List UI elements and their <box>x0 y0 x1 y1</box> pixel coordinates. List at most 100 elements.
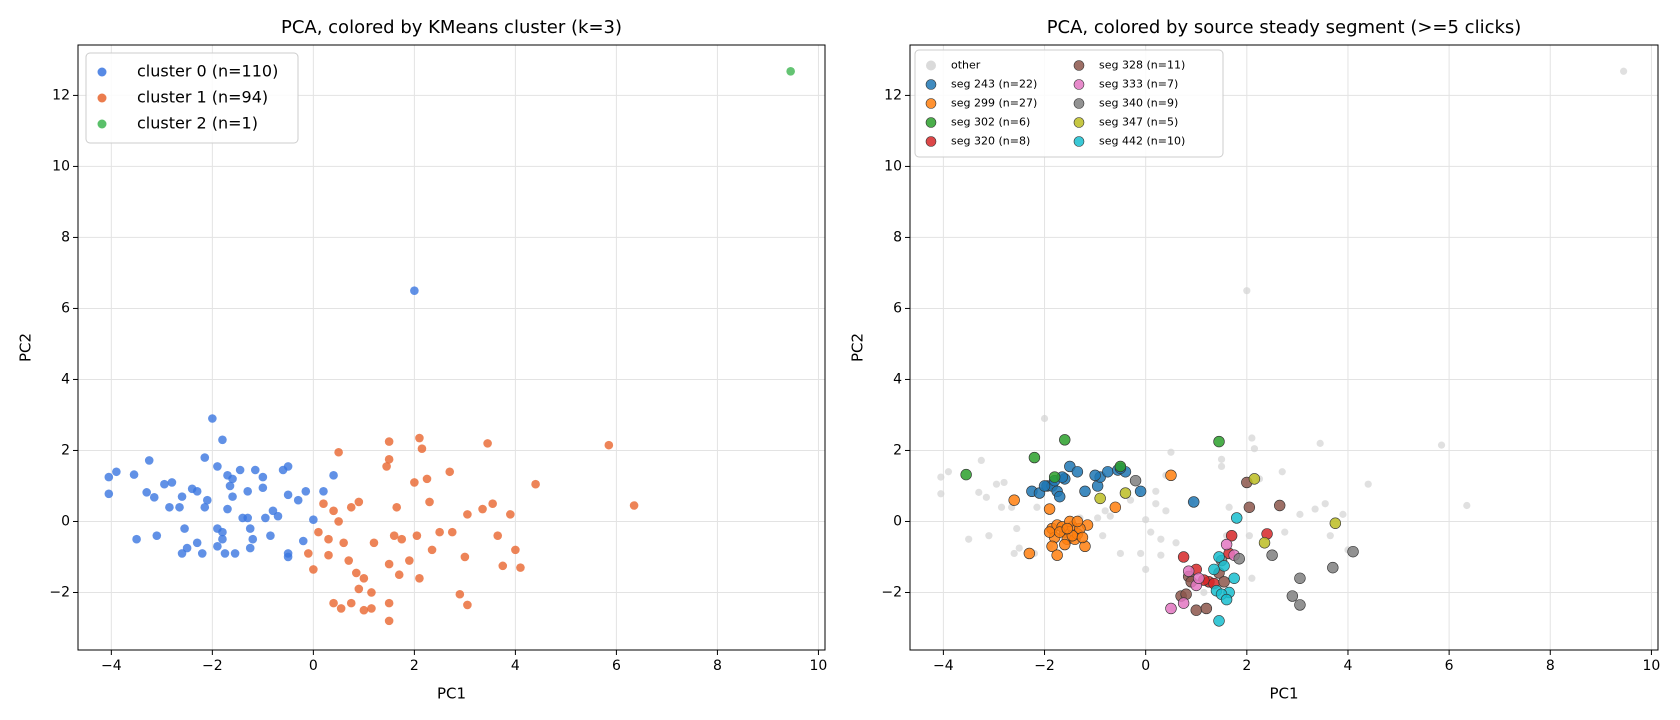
point <box>1071 466 1084 478</box>
point <box>142 488 151 497</box>
legend-marker <box>925 136 937 147</box>
point <box>1220 593 1233 606</box>
y-axis-label: PC2 <box>17 333 35 362</box>
point <box>192 538 202 548</box>
point <box>1114 460 1127 473</box>
point <box>1248 473 1261 485</box>
point <box>1274 499 1286 512</box>
point <box>445 467 455 477</box>
point <box>410 478 419 487</box>
point <box>1245 532 1253 540</box>
point <box>937 490 945 498</box>
point <box>397 534 407 544</box>
point <box>1193 572 1205 584</box>
y-tick-label: 10 <box>884 158 902 174</box>
point <box>283 462 293 471</box>
point <box>1258 537 1271 549</box>
point <box>1094 514 1102 522</box>
x-tick-label: −4 <box>933 658 954 674</box>
y-tick-label: 12 <box>52 87 70 103</box>
point <box>293 495 303 505</box>
point <box>1038 480 1051 492</box>
point <box>1347 545 1359 558</box>
point <box>129 470 139 479</box>
point <box>359 605 369 615</box>
point <box>243 486 253 496</box>
point <box>1364 480 1372 488</box>
point <box>1182 565 1195 577</box>
point <box>1217 455 1226 463</box>
y-tick-label: 8 <box>61 229 70 245</box>
panel: −4 −2 0 2 4 6 8 10 −2 0 2 4 6 8 10 12 PCA, colored by so… <box>849 17 1661 703</box>
point <box>268 506 278 516</box>
point <box>384 598 394 608</box>
point <box>1327 561 1339 574</box>
x-tick-label: 2 <box>1242 658 1251 674</box>
point <box>324 534 333 544</box>
point <box>283 490 293 500</box>
legend-label: seg 243 (n=22) <box>951 78 1037 91</box>
point <box>1076 531 1089 544</box>
x-axis-label: PC1 <box>437 685 466 703</box>
point <box>1008 494 1020 506</box>
point <box>1061 522 1073 535</box>
legend-label: seg 328 (n=11) <box>1099 59 1185 72</box>
legend-marker <box>925 79 937 90</box>
point <box>937 473 945 481</box>
point <box>1142 516 1150 524</box>
y-tick-label: 8 <box>893 229 902 245</box>
point <box>1213 615 1225 627</box>
point <box>1248 574 1256 582</box>
point <box>384 455 394 464</box>
point <box>218 534 227 544</box>
point <box>218 527 227 537</box>
point <box>1129 474 1142 487</box>
legend-marker <box>1073 60 1085 71</box>
point <box>478 504 487 514</box>
x-axis-label: PC1 <box>1269 685 1298 703</box>
point <box>149 493 159 502</box>
point <box>392 502 401 512</box>
point <box>1134 485 1147 497</box>
point <box>367 588 376 597</box>
y-tick-label: 10 <box>52 158 70 174</box>
point <box>104 489 114 499</box>
point <box>1213 435 1225 448</box>
point <box>213 462 222 471</box>
legend-marker <box>1073 117 1085 128</box>
point <box>498 561 508 571</box>
chart-title: PCA, colored by source steady segment (>… <box>1047 17 1522 38</box>
point <box>1165 469 1177 482</box>
point <box>1048 471 1061 483</box>
point <box>223 504 232 514</box>
y-tick-label: 0 <box>61 513 70 529</box>
y-tick-label: 6 <box>893 300 902 316</box>
point <box>304 549 313 558</box>
point <box>1147 528 1155 536</box>
point <box>346 502 356 512</box>
point <box>1102 466 1114 478</box>
legend-marker <box>97 67 107 77</box>
point <box>273 511 283 521</box>
point <box>1294 572 1306 584</box>
point <box>230 549 240 558</box>
point <box>488 499 497 509</box>
point <box>982 493 990 501</box>
point <box>354 497 364 507</box>
point <box>152 531 162 540</box>
point <box>944 468 953 476</box>
point <box>177 492 187 501</box>
point <box>629 501 639 510</box>
point <box>1043 526 1056 538</box>
point <box>965 535 973 543</box>
point <box>1162 507 1170 515</box>
point <box>1250 445 1259 453</box>
point <box>245 543 255 553</box>
point <box>334 447 343 457</box>
y-tick-label: 4 <box>893 371 902 387</box>
legend-frame <box>85 52 299 144</box>
point <box>354 584 364 594</box>
legend-label: cluster 0 (n=110) <box>137 62 278 81</box>
point <box>104 472 114 482</box>
point <box>1000 478 1008 487</box>
